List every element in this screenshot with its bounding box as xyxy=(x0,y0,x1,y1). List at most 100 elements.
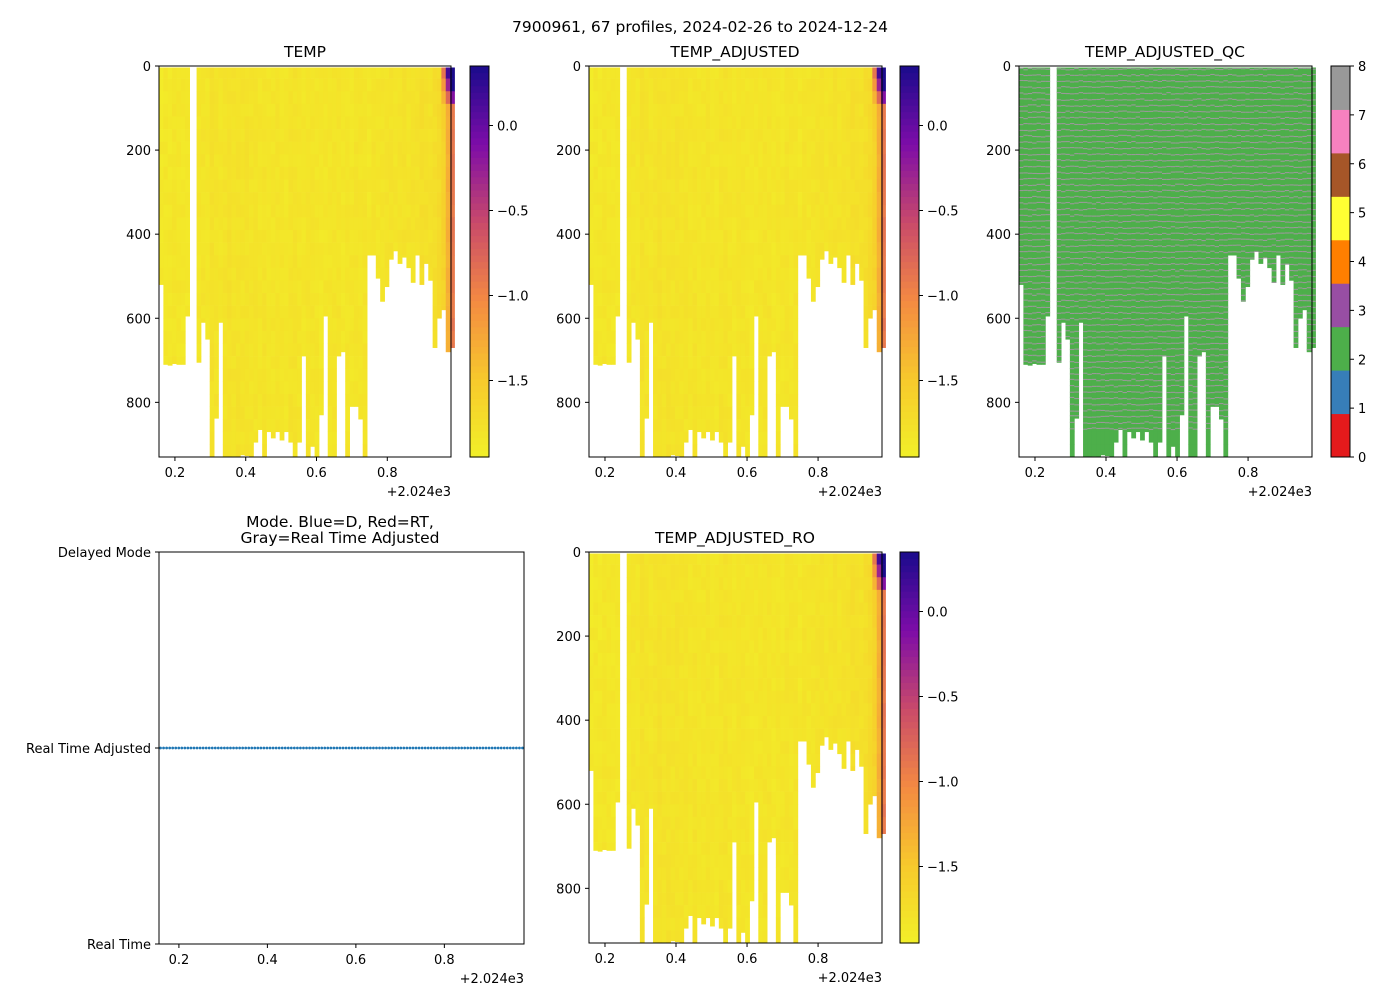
panel-temp-cell xyxy=(305,141,311,155)
panel-temp-cell xyxy=(279,129,285,142)
panel-temp-adj-cell xyxy=(679,242,685,256)
panel-temp-adj-cell xyxy=(780,318,786,332)
panel-temp-adj-cell xyxy=(740,280,746,294)
panel-temp-cell xyxy=(371,204,377,218)
panel-temp-qc-qc8-line xyxy=(1056,99,1062,101)
panel-temp-cell xyxy=(270,255,276,269)
panel-temp-cell xyxy=(362,116,368,130)
panel-temp-cell xyxy=(279,217,285,231)
panel-temp-cell xyxy=(318,318,324,332)
panel-temp-adj-cell xyxy=(767,129,772,142)
panel-temp-adj-cell xyxy=(635,103,641,117)
panel-temp-adj-cell xyxy=(639,356,645,370)
panel-temp-cell xyxy=(284,141,289,155)
panel-temp-adj-cell xyxy=(749,204,755,218)
panel-temp-adj-cell xyxy=(837,67,843,79)
panel-temp-adj-cell xyxy=(710,343,715,357)
panel-temp-qc-qc8-line xyxy=(1040,348,1046,350)
panel-temp-cell xyxy=(297,192,302,206)
panel-temp-qc-cell xyxy=(1104,179,1110,193)
panel-temp-qc-cell xyxy=(1061,318,1066,323)
panel-temp-qc-qc8-line xyxy=(1045,177,1051,179)
panel-temp-adj-cell xyxy=(775,280,781,294)
panel-temp-cell xyxy=(336,129,342,142)
panel-temp-adj-profile-column xyxy=(683,67,689,443)
panel-temp-cell xyxy=(314,229,320,243)
panel-temp-adj-cell xyxy=(876,166,882,180)
panel-temp-qc-cell xyxy=(1036,129,1042,142)
panel-temp-qc-qc8-line xyxy=(1036,317,1042,319)
panel-temp-cell xyxy=(292,91,298,105)
panel-temp-adj-cell xyxy=(631,217,636,231)
panel-temp-qc-qc8-line xyxy=(1061,251,1066,253)
panel-temp-qc-qc8-line xyxy=(1096,288,1101,290)
panel-temp-cell xyxy=(353,141,359,155)
panel-temp-qc-qc8-line xyxy=(1100,397,1106,399)
panel-temp-adj-profile-column xyxy=(593,67,599,365)
panel-temp-qc-qc8-line xyxy=(1065,311,1071,313)
panel-temp-adj-cell xyxy=(740,129,746,142)
panel-temp-cell xyxy=(288,67,294,79)
panel-temp-qc-cell xyxy=(1074,204,1080,218)
panel-temp-qc-cell xyxy=(1061,293,1066,306)
panel-temp-cell xyxy=(176,318,182,332)
panel-temp-adj-cell xyxy=(793,444,799,458)
panel-temp-cell xyxy=(262,217,267,231)
panel-temp-adj-cell xyxy=(784,280,790,294)
panel-temp-cell xyxy=(176,280,182,294)
panel-temp-adj-cell xyxy=(639,381,645,395)
panel-temp-cell xyxy=(327,103,333,117)
panel-temp-adj-cell xyxy=(602,67,607,79)
panel-temp-qc-qc8-line xyxy=(1078,227,1084,229)
panel-temp-qc-qc8-line xyxy=(1104,86,1110,88)
panel-temp-cell xyxy=(450,67,455,79)
panel-temp-adj-cell xyxy=(793,305,799,319)
panel-temp-qc-qc8-line xyxy=(1096,153,1101,155)
panel-temp-qc-cell xyxy=(1040,78,1046,92)
panel-temp-cell xyxy=(410,103,416,117)
panel-temp-cell xyxy=(384,192,390,206)
panel-temp-cell xyxy=(393,179,399,193)
panel-temp-cell xyxy=(353,229,359,243)
panel-temp-qc-cell xyxy=(1091,217,1097,231)
panel-temp-qc-qc8-line xyxy=(1096,227,1101,229)
panel-temp-cell xyxy=(270,154,276,168)
panel-temp-colorbar-segment xyxy=(470,391,489,399)
panel-temp-adj-cell xyxy=(679,356,685,370)
panel-temp-profile-column xyxy=(288,67,294,443)
panel-temp-cell xyxy=(450,91,455,105)
panel-temp-qc-qc8-line xyxy=(1027,177,1033,180)
panel-temp-qc-qc8-line xyxy=(1040,153,1046,155)
panel-temp-cell xyxy=(200,116,206,130)
panel-temp-adj-colorbar-segment xyxy=(900,450,919,458)
panel-temp-adj-cell xyxy=(793,431,799,445)
panel-temp-cell xyxy=(249,91,254,105)
panel-temp-adj-cell xyxy=(661,280,667,294)
panel-temp-cell xyxy=(284,179,289,193)
panel-temp-adj-cell xyxy=(793,166,799,180)
panel-temp-adj-cell xyxy=(723,381,729,395)
panel-temp-adj-cell xyxy=(793,116,799,130)
panel-temp-cell xyxy=(249,267,254,281)
panel-temp-adj-cell xyxy=(881,192,886,206)
panel-temp-qc-qc8-line xyxy=(1104,74,1110,77)
panel-temp-adj-colorbar-segment xyxy=(900,268,919,276)
panel-temp-cell xyxy=(214,406,219,419)
panel-temp-adj-cell xyxy=(876,229,882,243)
panel-temp-cell xyxy=(185,255,190,269)
panel-temp-qc-qc8-line xyxy=(1091,276,1097,278)
panel-temp-adj-cell xyxy=(789,217,794,231)
panel-temp-cell xyxy=(185,305,190,317)
panel-temp-qc-cell xyxy=(1096,419,1101,433)
panel-temp-qc-cell xyxy=(1032,129,1037,142)
panel-temp-adj-cell xyxy=(740,67,746,79)
panel-temp-cell xyxy=(222,368,228,382)
panel-temp-cell xyxy=(402,179,407,193)
panel-temp-adj-cell xyxy=(674,343,680,357)
panel-temp-qc-qc8-line xyxy=(1091,306,1097,308)
panel-temp-qc-qc8-line xyxy=(1069,111,1075,113)
panel-temp-adj-cell xyxy=(762,204,768,218)
panel-temp-adj-cell xyxy=(670,431,676,445)
panel-temp-adj-cell xyxy=(753,267,759,281)
panel-temp-qc-qc8-line xyxy=(1074,147,1080,149)
